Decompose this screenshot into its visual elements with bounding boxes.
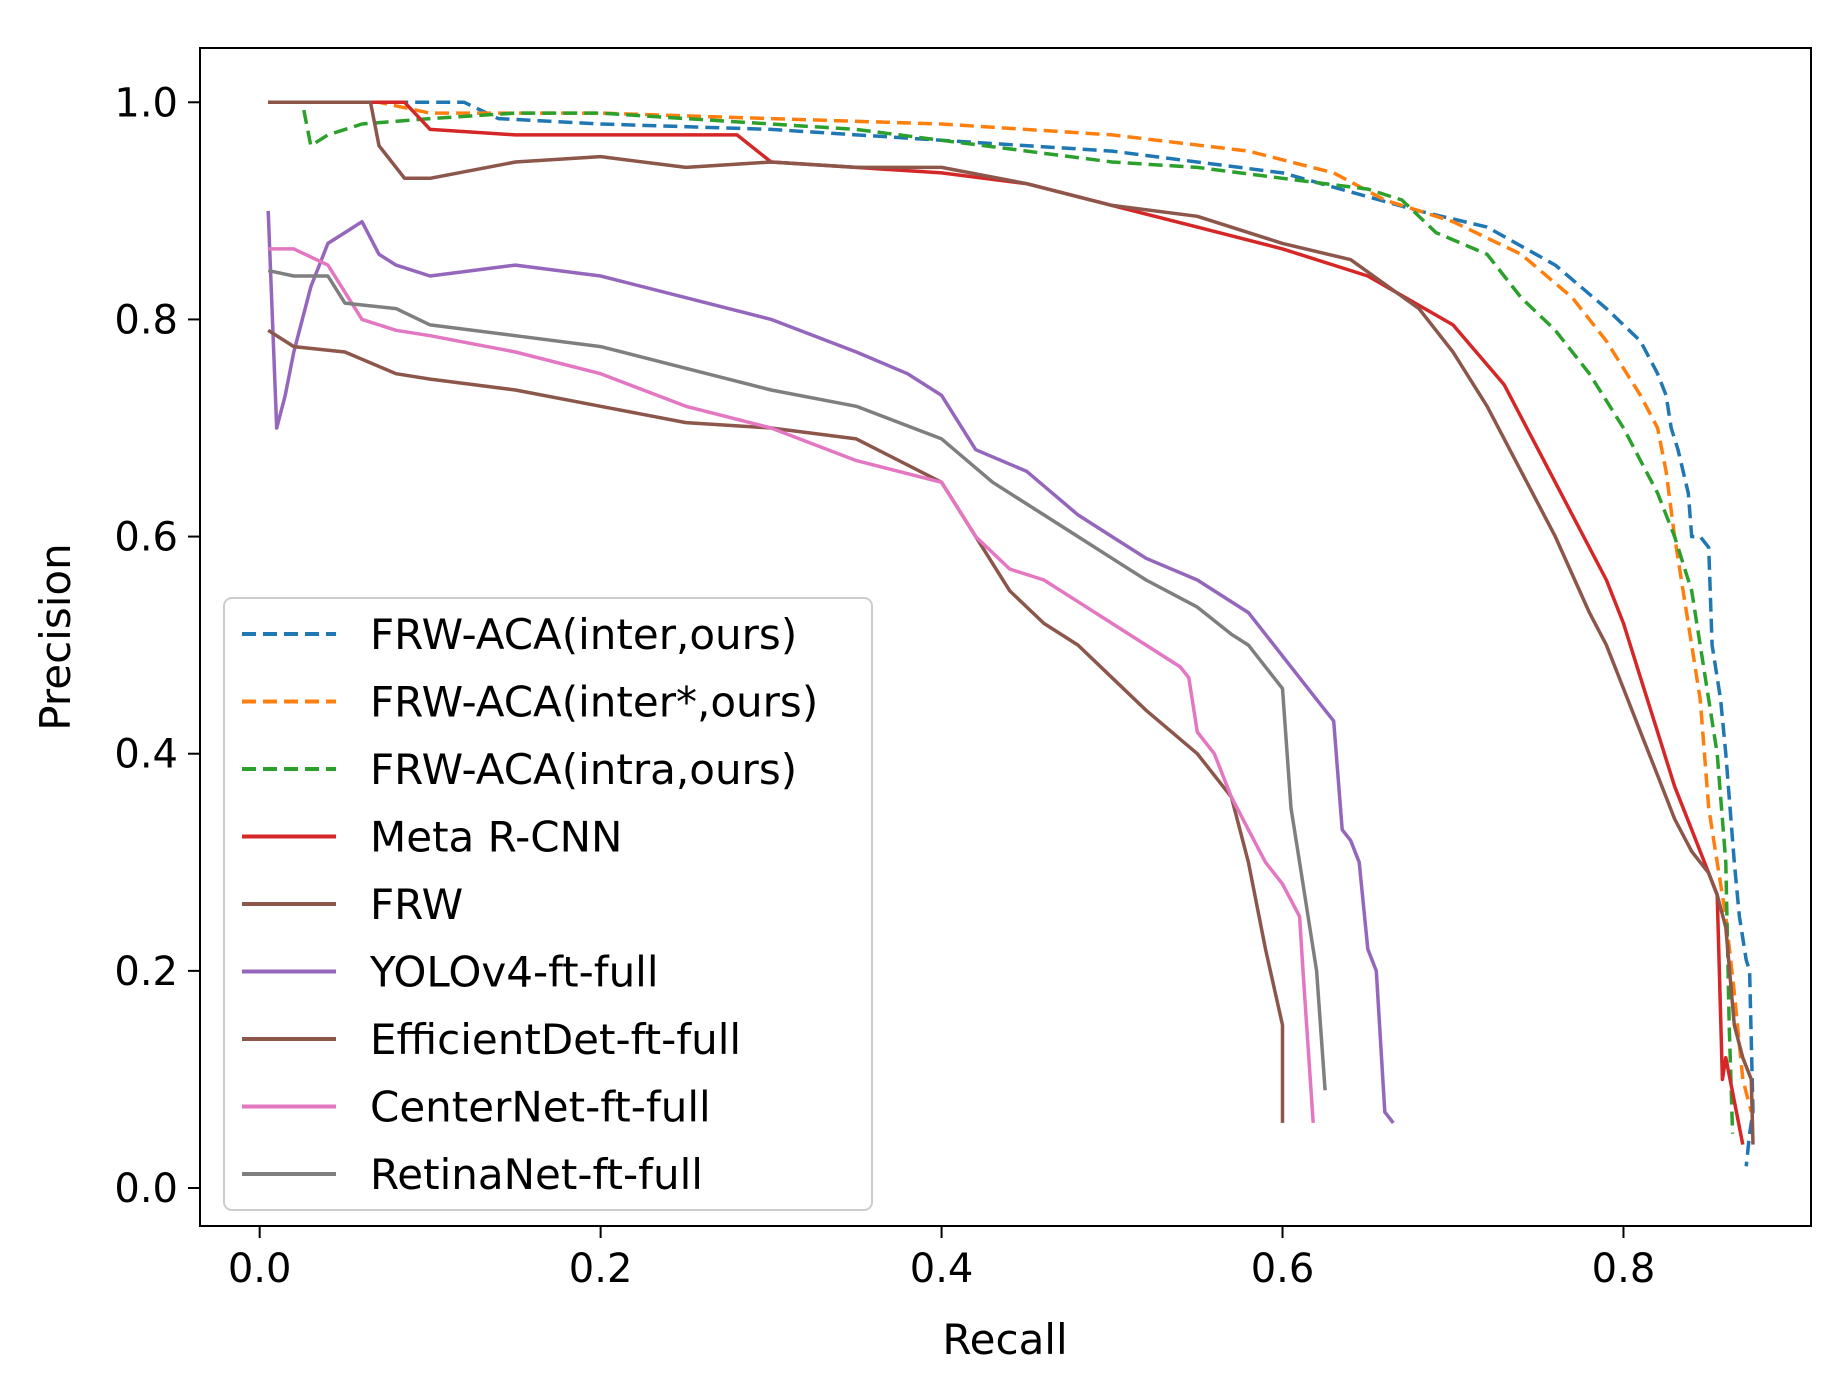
y-tick-label: 0.4: [114, 732, 178, 778]
legend-box: [223, 597, 873, 1211]
y-tick-label: 1.0: [114, 80, 178, 126]
legend-label: FRW-ACA(inter,ours): [370, 610, 797, 659]
legend-label: CenterNet-ft-full: [370, 1083, 711, 1132]
y-tick-label: 0.0: [114, 1166, 178, 1212]
y-tick-label: 0.2: [114, 949, 178, 995]
series-line-4: [268, 100, 1755, 1145]
x-tick-label: 0.8: [1592, 1246, 1656, 1292]
legend-label: FRW: [370, 880, 463, 929]
legend-label: FRW-ACA(intra,ours): [370, 745, 797, 794]
y-tick-label: 0.6: [114, 515, 178, 561]
x-tick-label: 0.4: [910, 1246, 974, 1292]
x-axis-title: Recall: [942, 1315, 1067, 1364]
legend-label: YOLOv4-ft-full: [369, 948, 659, 997]
y-axis-title: Precision: [31, 543, 80, 730]
series-line-1: [268, 100, 1753, 1113]
x-tick-label: 0.0: [228, 1246, 292, 1292]
legend-label: EfficientDet-ft-full: [370, 1015, 741, 1064]
legend: FRW-ACA(inter,ours) FRW-ACA(inter*,ours) F…: [223, 597, 873, 1211]
x-tick-label: 0.2: [569, 1246, 633, 1292]
series-line-7: [268, 247, 1315, 1124]
series-layer: [266, 100, 1755, 1167]
legend-label: RetinaNet-ft-full: [370, 1150, 703, 1199]
legend-label: FRW-ACA(inter*,ours): [370, 678, 818, 727]
legend-label: Meta R-CNN: [370, 813, 622, 862]
series-line-8: [267, 268, 1327, 1091]
ticks-layer: 0.0 0.2 0.4 0.6 0.8 0.0 0.2 0.4 0.6 0.8 1.0: [114, 80, 1655, 1292]
series-line-5: [266, 210, 1395, 1124]
series-line-2: [268, 100, 1735, 1134]
y-tick-label: 0.8: [114, 297, 178, 343]
x-tick-label: 0.6: [1251, 1246, 1315, 1292]
series-line-0: [268, 100, 1755, 1167]
